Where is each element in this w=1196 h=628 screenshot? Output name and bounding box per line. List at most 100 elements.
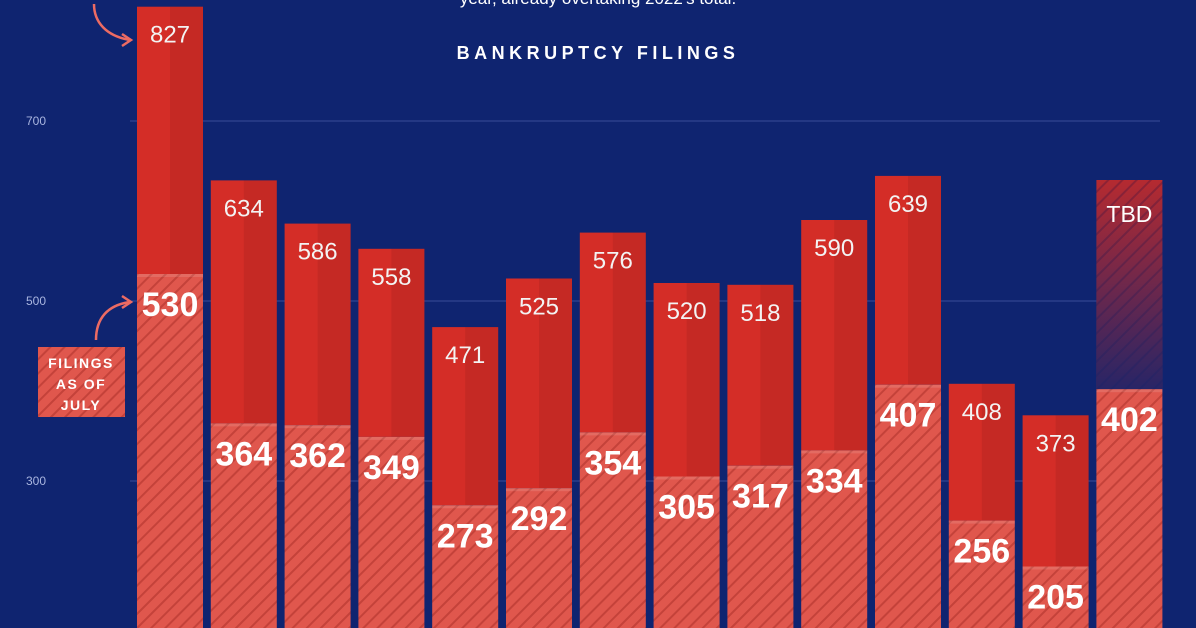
bar-july-8 xyxy=(727,465,794,628)
total-label-3: 558 xyxy=(371,264,411,291)
annotation-arrow-july-head xyxy=(121,294,134,310)
bar-july-edge-3 xyxy=(358,436,425,440)
bar-july-edge-9 xyxy=(801,450,868,454)
bar-total-10 xyxy=(875,175,941,385)
bar-total-11 xyxy=(948,383,1015,521)
bar-july-5 xyxy=(506,488,572,628)
bar-july-11 xyxy=(948,520,1015,628)
annotation-line-3: JULY xyxy=(61,397,102,413)
annotation-line-1: FILINGS xyxy=(48,355,114,371)
total-label-1: 634 xyxy=(224,195,264,222)
bar-total-8 xyxy=(727,284,794,466)
bar-july-6 xyxy=(579,432,646,628)
bar-total-shade-4 xyxy=(465,327,499,506)
july-label-1: 364 xyxy=(215,435,272,473)
july-label-6: 354 xyxy=(584,444,641,482)
total-label-11: 408 xyxy=(962,399,1002,426)
bar-total-1 xyxy=(210,180,277,424)
y-axis-ticks: 300 500 700 xyxy=(26,114,46,488)
july-label-9: 334 xyxy=(806,462,863,500)
total-label-10: 639 xyxy=(888,191,928,218)
bar-july-edge-1 xyxy=(210,423,277,427)
bar-total-5 xyxy=(506,278,572,489)
total-label-2: 586 xyxy=(298,239,338,266)
bar-total-shade-1 xyxy=(243,180,277,424)
total-label-4: 471 xyxy=(445,342,485,369)
y-tick-label: 500 xyxy=(26,294,46,308)
bar-total-shade-5 xyxy=(539,278,572,489)
annotation-box xyxy=(38,347,125,417)
july-label-5: 292 xyxy=(511,500,568,538)
total-label-12: 373 xyxy=(1036,430,1076,457)
bar-total-shade-3 xyxy=(391,248,425,437)
total-label-9: 590 xyxy=(814,235,854,262)
bar-july-4 xyxy=(432,505,499,628)
chart-title: BANKRUPTCY FILINGS xyxy=(457,43,740,63)
july-label-3: 349 xyxy=(363,449,420,487)
bar-july-9 xyxy=(801,450,868,628)
bar-total-9 xyxy=(801,220,868,451)
bar-july-edge-6 xyxy=(579,432,646,436)
bar-july-13 xyxy=(1096,389,1163,628)
bar-july-2 xyxy=(284,425,351,628)
bar-total-6 xyxy=(579,232,646,433)
july-label-12: 205 xyxy=(1027,579,1084,617)
july-label-13: 402 xyxy=(1101,401,1158,439)
bar-july-edge-10 xyxy=(875,384,941,388)
total-label-7: 520 xyxy=(667,298,707,325)
total-label-8: 518 xyxy=(740,300,780,327)
bar-july-edge-8 xyxy=(727,465,794,469)
bar-july-3 xyxy=(358,436,425,628)
july-label-2: 362 xyxy=(289,437,346,475)
bar-july-7 xyxy=(653,476,720,628)
bar-labels: 827 530 634 364 586 362 558 349 471 273 525 292 576 3… xyxy=(142,22,1158,617)
bar-total-0 xyxy=(137,6,203,274)
july-label-11: 256 xyxy=(953,533,1010,571)
annotation-arrow-july xyxy=(94,300,131,341)
total-label-6: 576 xyxy=(593,248,633,275)
july-label-4: 273 xyxy=(437,517,494,555)
bar-total-3 xyxy=(358,248,425,437)
bar-total-shade-11 xyxy=(981,383,1015,521)
bar-total-2 xyxy=(284,223,351,426)
bar-total-shade-9 xyxy=(834,220,868,451)
july-label-10: 407 xyxy=(880,397,937,435)
bar-total-shade-10 xyxy=(908,175,941,385)
bar-total-shade-2 xyxy=(317,223,351,426)
bar-total-shade-12 xyxy=(1055,415,1089,567)
bars xyxy=(137,6,1163,628)
bar-july-edge-12 xyxy=(1022,566,1089,570)
bar-july-12 xyxy=(1022,566,1089,628)
bar-july-0 xyxy=(137,274,203,628)
total-label-5: 525 xyxy=(519,294,559,321)
bar-total-shade-7 xyxy=(686,283,720,477)
bar-july-edge-2 xyxy=(284,425,351,429)
bar-total-12 xyxy=(1022,415,1089,567)
annotation-arrow-total xyxy=(92,3,131,42)
bar-total-shade-0 xyxy=(170,6,203,274)
annotation-arrow-total-head xyxy=(121,32,134,48)
bar-tbd-fade xyxy=(1096,180,1163,390)
bar-july-edge-5 xyxy=(506,488,572,492)
bar-july-edge-0 xyxy=(137,274,203,277)
total-label-0: 827 xyxy=(150,22,190,49)
chart-subtitle: year, already overtaking 2022's total. xyxy=(460,0,736,8)
july-label-7: 305 xyxy=(658,489,715,527)
bar-july-1 xyxy=(210,423,277,628)
bar-total-7 xyxy=(653,283,720,477)
bar-total-shade-8 xyxy=(760,284,794,466)
bar-total-shade-6 xyxy=(612,232,646,433)
bar-july-edge-11 xyxy=(948,520,1015,524)
total-label-tbd: TBD xyxy=(1106,201,1152,227)
july-label-8: 317 xyxy=(732,478,789,516)
y-tick-label: 700 xyxy=(26,114,46,128)
annotation: FILINGS AS OF JULY xyxy=(38,3,134,417)
bar-total-4 xyxy=(432,327,499,506)
bar-july-edge-7 xyxy=(653,476,720,480)
bar-july-10 xyxy=(875,384,941,628)
bar-july-edge-4 xyxy=(432,505,499,509)
bar-july-edge-13 xyxy=(1096,389,1163,393)
july-label-0: 530 xyxy=(142,286,199,324)
annotation-line-2: AS OF xyxy=(56,376,106,392)
